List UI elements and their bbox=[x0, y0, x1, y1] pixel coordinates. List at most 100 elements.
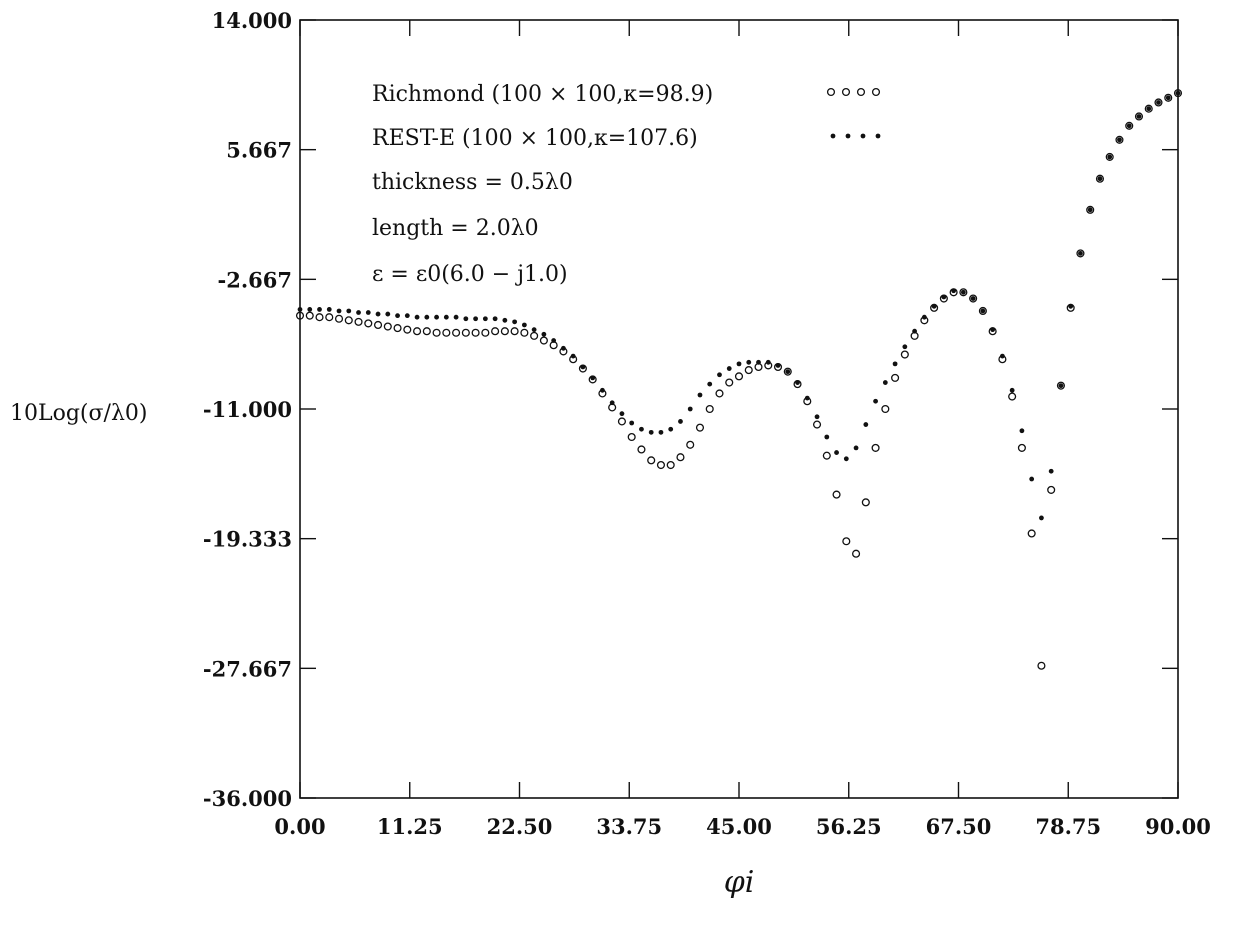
richmond-point bbox=[373, 320, 383, 330]
rest-e-point bbox=[629, 420, 635, 426]
rest-e-point bbox=[424, 314, 430, 320]
richmond-point bbox=[510, 327, 519, 336]
richmond-point bbox=[1144, 104, 1153, 113]
y-axis-label: 10Log(σ/λ0) bbox=[10, 401, 147, 426]
legend-marker-rest-e bbox=[830, 133, 881, 139]
rest-e-point bbox=[443, 314, 449, 320]
rest-e-point bbox=[668, 426, 674, 432]
annotation-length: length = 2.0λ0 bbox=[372, 216, 539, 241]
richmond-point bbox=[520, 328, 529, 337]
richmond-point bbox=[325, 313, 334, 322]
rest-e-point bbox=[931, 303, 937, 309]
x-tick-label: 56.25 bbox=[816, 814, 882, 839]
rest-e-point bbox=[561, 345, 566, 351]
rest-e-point bbox=[863, 422, 869, 427]
annotation-thickness: thickness = 0.5λ0 bbox=[372, 170, 573, 195]
annotation-permittivity: ε = ε0(6.0 − j1.0) bbox=[372, 262, 568, 287]
rest-e-point bbox=[1009, 387, 1015, 393]
rest-e-point bbox=[1048, 468, 1054, 474]
rest-e-point bbox=[336, 308, 342, 314]
rest-e-point bbox=[834, 450, 839, 455]
rest-e-point bbox=[521, 322, 527, 328]
rest-e-point bbox=[882, 380, 888, 385]
rest-e-point bbox=[482, 316, 488, 322]
rest-e-point bbox=[775, 363, 781, 368]
x-tick-label: 11.25 bbox=[377, 814, 443, 839]
rest-e-point bbox=[434, 314, 439, 320]
rest-e-point bbox=[941, 294, 947, 300]
richmond-point bbox=[1095, 174, 1105, 183]
rest-e-point bbox=[346, 308, 352, 314]
richmond-point bbox=[500, 327, 509, 336]
rest-e-point bbox=[697, 392, 703, 398]
rest-e-point bbox=[1029, 476, 1035, 482]
richmond-point bbox=[1027, 529, 1036, 538]
data-points bbox=[295, 89, 1183, 670]
richmond-point bbox=[978, 306, 987, 316]
x-axis-label: φi bbox=[724, 865, 755, 900]
legend-marker-dot bbox=[845, 133, 851, 139]
richmond-point bbox=[1017, 443, 1026, 452]
richmond-point bbox=[959, 288, 968, 297]
richmond-point bbox=[725, 378, 734, 387]
richmond-point bbox=[481, 328, 490, 337]
richmond-point bbox=[1115, 135, 1124, 144]
rest-e-point bbox=[590, 375, 596, 381]
richmond-point bbox=[530, 331, 539, 340]
rest-e-point bbox=[1107, 154, 1113, 160]
richmond-point bbox=[1008, 392, 1017, 401]
y-tick-label: -11.000 bbox=[203, 397, 292, 422]
richmond-point bbox=[891, 373, 900, 382]
richmond-point bbox=[461, 328, 470, 337]
rest-e-point bbox=[1126, 123, 1132, 129]
rest-e-point bbox=[580, 364, 586, 370]
legend-marker-dot bbox=[856, 87, 866, 97]
rest-e-point bbox=[853, 445, 859, 451]
richmond-point bbox=[393, 324, 402, 333]
richmond-point bbox=[471, 328, 480, 337]
legend-marker-dot bbox=[860, 133, 866, 139]
legend-label-rest-e: REST-E (100 × 100,κ=107.6) bbox=[372, 126, 698, 151]
rest-e-point bbox=[785, 369, 791, 375]
rest-e-point bbox=[531, 327, 537, 333]
rest-e-point bbox=[902, 344, 908, 350]
legend-marker-richmond bbox=[826, 87, 881, 97]
rest-e-point bbox=[873, 398, 878, 404]
rest-e-point bbox=[736, 361, 742, 367]
rest-e-point bbox=[756, 359, 761, 365]
axis-ticks bbox=[299, 19, 1179, 799]
rest-e-point bbox=[1156, 100, 1161, 105]
series-rest-e bbox=[297, 90, 1181, 521]
rest-e-point bbox=[1097, 176, 1103, 182]
rest-e-point bbox=[1136, 114, 1142, 119]
rest-e-point bbox=[707, 381, 713, 387]
rest-e-point bbox=[512, 319, 518, 325]
rest-e-point bbox=[1039, 515, 1044, 521]
rest-e-point bbox=[541, 331, 547, 337]
richmond-point bbox=[1134, 112, 1144, 121]
rest-e-point bbox=[726, 366, 732, 371]
richmond-point bbox=[432, 328, 441, 337]
richmond-point bbox=[1047, 485, 1056, 494]
richmond-point bbox=[422, 327, 431, 336]
rest-e-point bbox=[375, 311, 381, 317]
richmond-point bbox=[842, 537, 851, 546]
rest-e-point bbox=[804, 395, 810, 401]
richmond-point bbox=[676, 453, 685, 462]
x-tick-label: 45.00 bbox=[706, 814, 772, 839]
rest-e-point bbox=[658, 429, 664, 435]
richmond-point bbox=[1105, 152, 1114, 161]
rest-e-point bbox=[717, 372, 722, 378]
rest-e-point bbox=[746, 359, 752, 365]
richmond-point bbox=[413, 327, 422, 336]
y-tick-label: -2.667 bbox=[218, 267, 292, 292]
rest-e-point bbox=[960, 289, 966, 295]
richmond-point bbox=[1076, 249, 1085, 258]
rest-e-point bbox=[765, 359, 771, 365]
rest-e-point bbox=[1117, 137, 1122, 143]
rest-e-point bbox=[970, 296, 976, 301]
x-tick-label: 67.50 bbox=[926, 814, 992, 839]
richmond-point bbox=[354, 317, 363, 326]
richmond-point bbox=[852, 549, 861, 558]
